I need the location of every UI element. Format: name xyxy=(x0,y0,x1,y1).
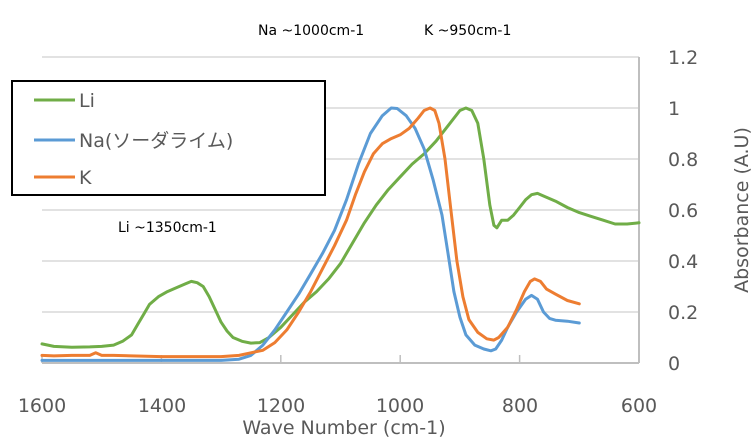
y-tick-label: 0.8 xyxy=(668,149,698,171)
x-tick-label: 1000 xyxy=(376,395,424,417)
y-axis-title: Absorbance (A.U) xyxy=(731,127,753,293)
y-tick-label: 0.4 xyxy=(668,251,698,273)
x-tick-label: 1200 xyxy=(257,395,305,417)
legend-label-na: Na(ソーダライム) xyxy=(79,130,233,152)
y-tick-label: 1.2 xyxy=(668,47,698,69)
series-line-li xyxy=(40,106,641,349)
x-tick-label: 1400 xyxy=(138,395,186,417)
legend: Li Na(ソーダライム) K xyxy=(11,80,326,196)
legend-label-k: K xyxy=(79,167,92,189)
series-line-na xyxy=(40,106,581,362)
y-tick-label: 0.2 xyxy=(668,302,698,324)
x-axis-title: Wave Number (cm-1) xyxy=(242,417,445,439)
annotation-li: Li ~1350cm-1 xyxy=(118,220,217,236)
x-tick-label: 1600 xyxy=(18,395,66,417)
x-tick-label: 800 xyxy=(502,395,538,417)
annotation-na: Na ~1000cm-1 xyxy=(258,23,364,39)
legend-label-li: Li xyxy=(79,90,95,112)
series-layer xyxy=(40,106,641,362)
y-tick-label: 1 xyxy=(668,98,680,120)
y-tick-labels: 0 0.2 0.4 0.6 0.8 1 1.2 xyxy=(668,47,698,375)
x-tick-label: 600 xyxy=(621,395,657,417)
y-tick-label: 0.6 xyxy=(668,200,698,222)
annotation-k: K ~950cm-1 xyxy=(424,23,511,39)
y-tick-label: 0 xyxy=(668,353,680,375)
x-tick-labels: 1600 1400 1200 1000 800 600 xyxy=(18,395,657,417)
series-line-k xyxy=(40,106,581,359)
